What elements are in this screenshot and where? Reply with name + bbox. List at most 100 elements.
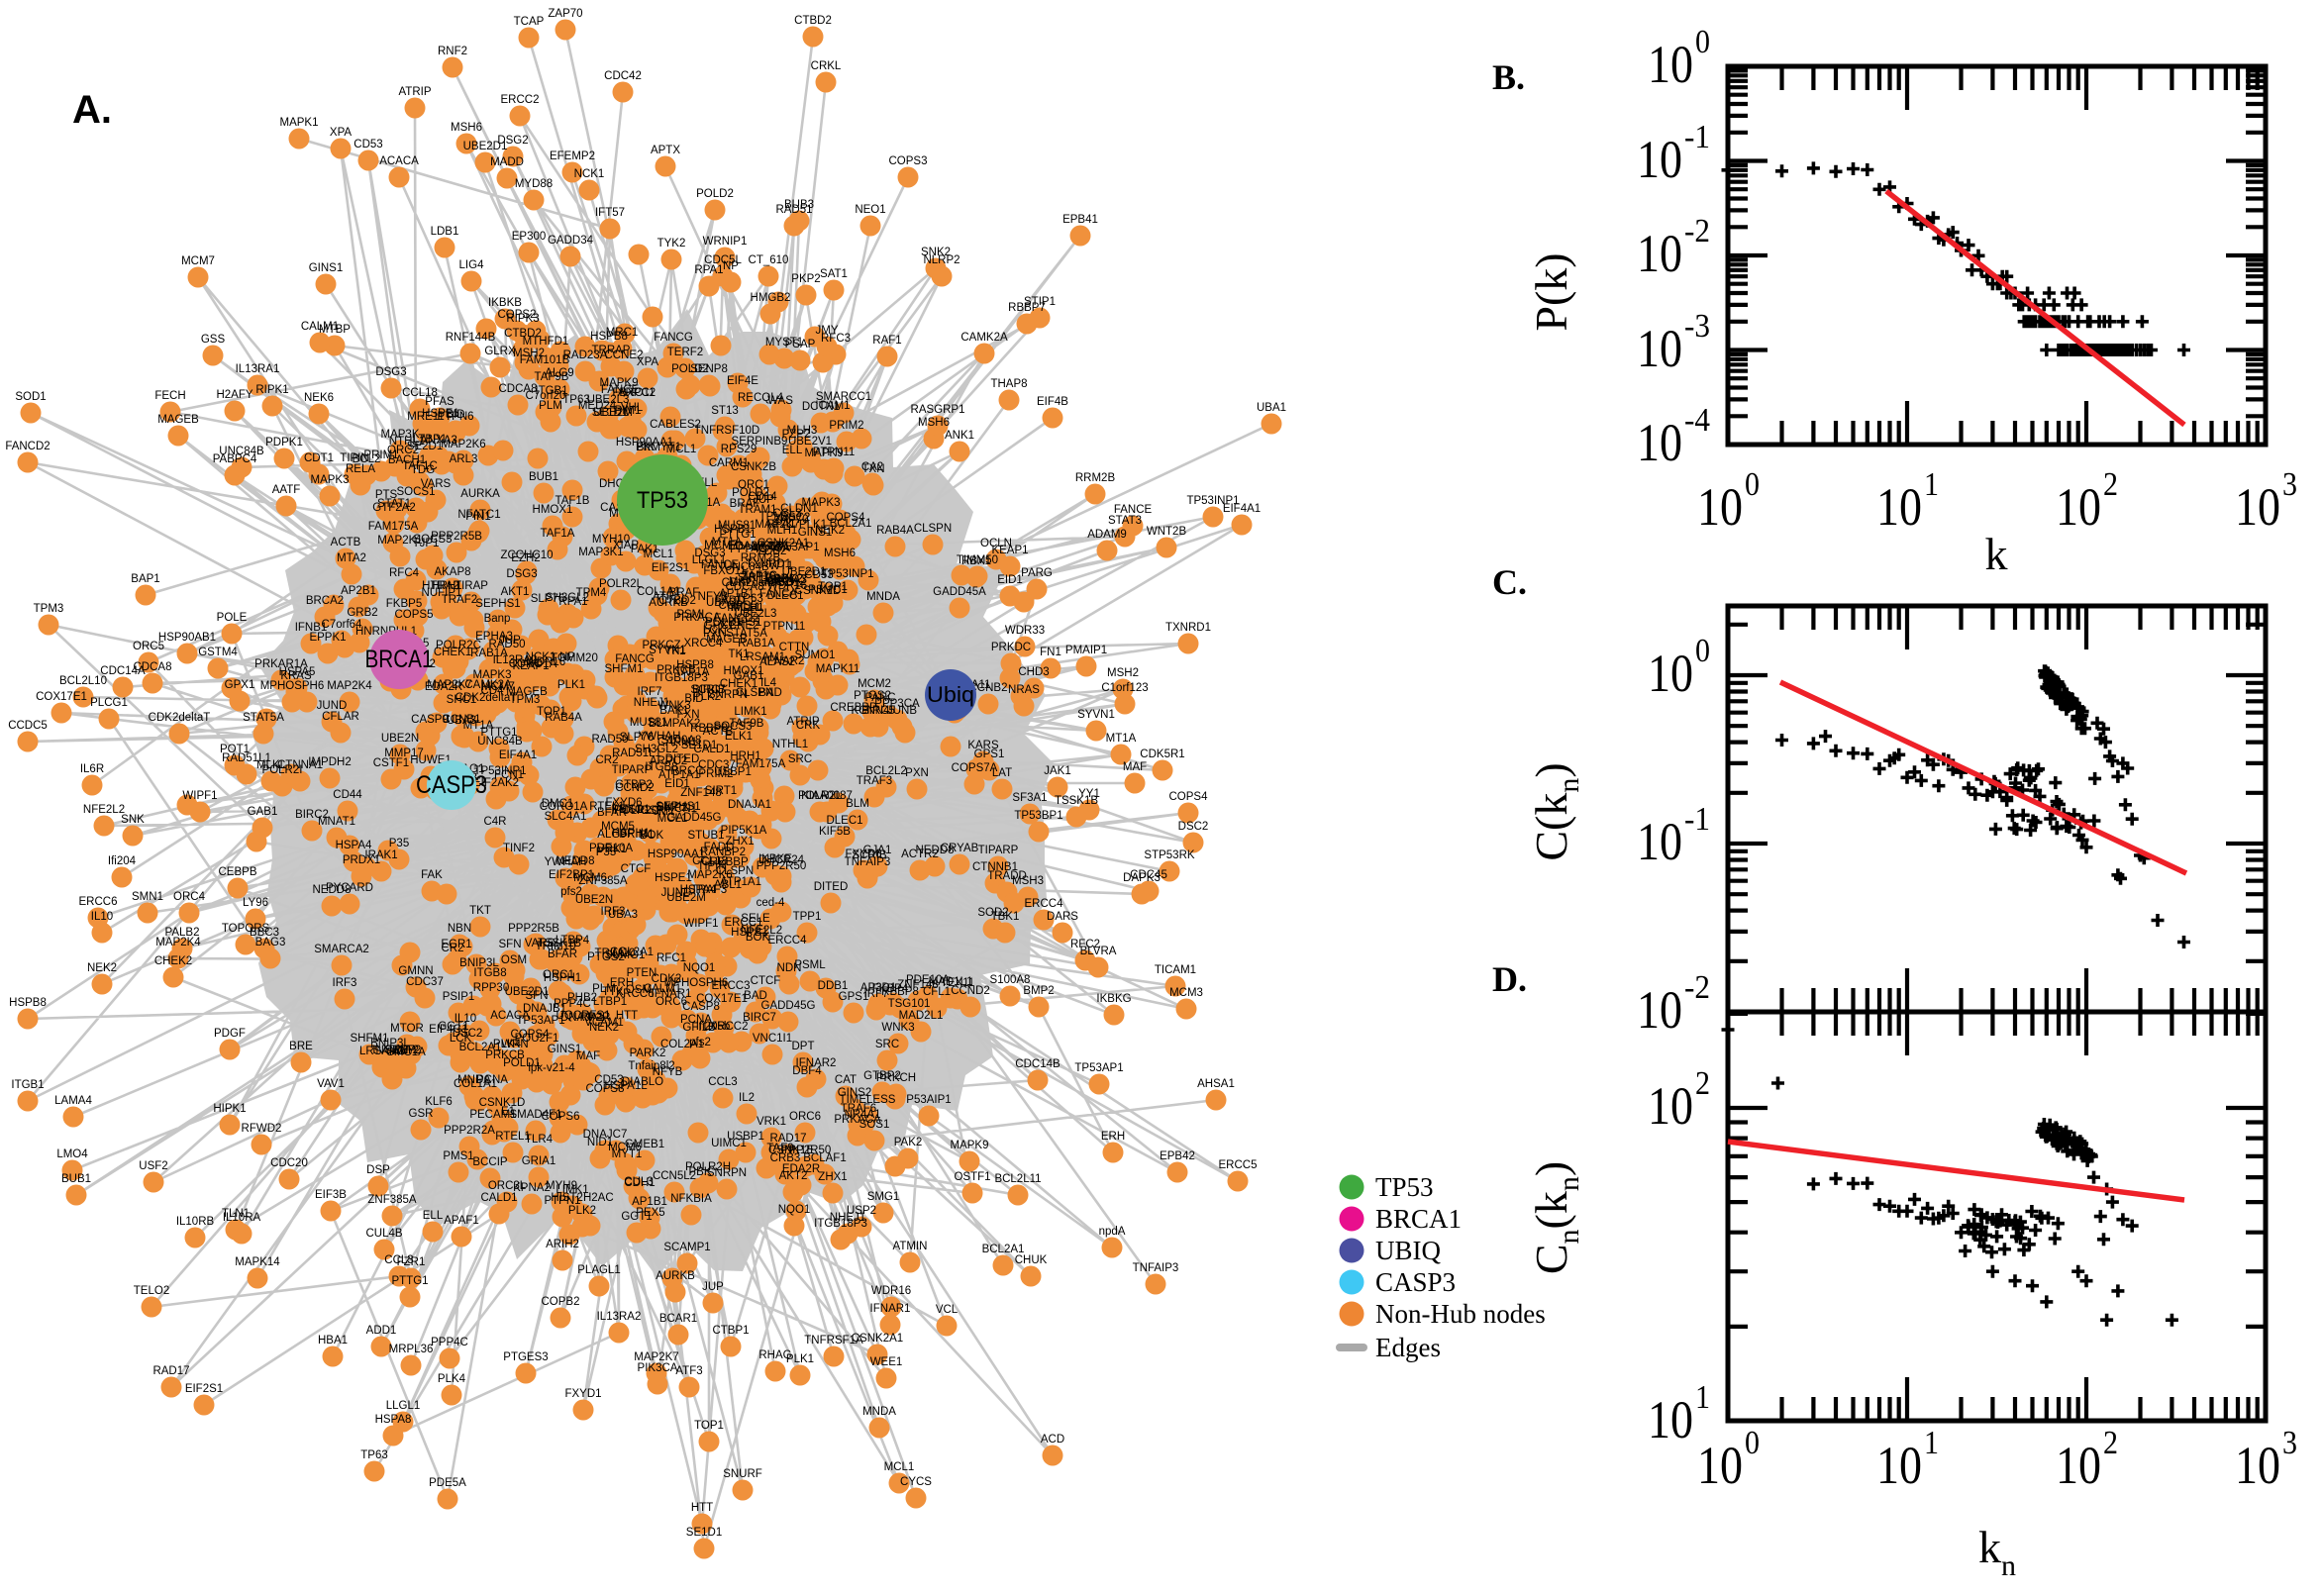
svg-text:NCK1: NCK1 [526,651,556,663]
svg-text:ATRIP: ATRIP [398,86,431,98]
svg-text:FADD: FADD [715,595,746,607]
svg-text:BAP1: BAP1 [131,573,159,585]
svg-text:10: 10 [2056,1436,2101,1495]
svg-text:ATF3: ATF3 [675,1365,702,1377]
svg-text:PTPN11: PTPN11 [813,447,856,458]
svg-text:HMOX1: HMOX1 [724,665,764,677]
svg-text:ALAS2: ALAS2 [759,656,795,668]
svg-text:PIP5K1A: PIP5K1A [721,825,767,837]
svg-text:Non-Hub nodes: Non-Hub nodes [1375,1299,1546,1329]
svg-text:BUB1: BUB1 [529,471,558,483]
svg-text:SNK2: SNK2 [921,247,951,258]
svg-text:GLRX: GLRX [484,346,516,357]
svg-text:TAF9B: TAF9B [730,718,764,730]
svg-text:10: 10 [1648,1390,1693,1449]
svg-text:TSSK1B: TSSK1B [1055,795,1098,807]
svg-text:S100A8: S100A8 [661,735,702,747]
svg-text:CDC5L: CDC5L [704,254,742,266]
svg-text:HRH1: HRH1 [730,750,760,762]
svg-text:FADD: FADD [704,842,735,853]
svg-text:k: k [1985,529,2008,579]
svg-text:FAM175A: FAM175A [736,758,786,770]
svg-text:MAGEB: MAGEB [157,414,199,426]
svg-text:AURKB: AURKB [649,597,688,609]
svg-text:VCL: VCL [936,1304,959,1316]
svg-text:PRIM2: PRIM2 [698,768,733,780]
svg-text:PRIM2: PRIM2 [829,420,863,432]
svg-text:MSH3: MSH3 [1012,875,1044,887]
svg-text:MAPK3: MAPK3 [311,474,350,486]
svg-text:BIRC7: BIRC7 [692,684,726,696]
svg-text:ARPC2: ARPC2 [650,755,687,767]
svg-text:EGR1: EGR1 [441,939,471,950]
svg-text:FANCG: FANCG [615,653,655,665]
svg-text:MCM7: MCM7 [181,255,215,267]
svg-text:LLGL1: LLGL1 [692,554,727,566]
svg-text:ERCC1: ERCC1 [725,917,763,929]
svg-text:GFI1B: GFI1B [682,1022,716,1034]
svg-text:MAP2K4: MAP2K4 [155,937,201,948]
svg-text:LDB2: LDB2 [758,546,787,557]
svg-text:AP3D1: AP3D1 [763,577,799,589]
svg-text:MRC1: MRC1 [606,327,639,339]
svg-text:MAPK14: MAPK14 [235,1256,280,1268]
svg-text:CTBP1: CTBP1 [712,1325,749,1337]
svg-text:npdA: npdA [1099,1226,1126,1238]
svg-text:ZNF148: ZNF148 [680,787,722,799]
svg-text:IKBKB: IKBKB [488,297,522,309]
svg-text:PRKDC: PRKDC [991,642,1031,653]
svg-text:MUS81: MUS81 [718,520,756,532]
svg-text:CCL18: CCL18 [692,855,728,867]
svg-text:0: 0 [1745,466,1760,503]
svg-text:DBF4: DBF4 [792,1065,822,1077]
svg-text:HSPA8: HSPA8 [375,1414,412,1426]
svg-text:AHSA1: AHSA1 [1197,1078,1235,1090]
svg-text:PSAP: PSAP [785,339,816,350]
svg-text:FANCD2: FANCD2 [5,441,50,452]
svg-text:UBA3: UBA3 [608,909,638,921]
svg-text:MCM3: MCM3 [1169,987,1203,999]
svg-text:D.: D. [1492,959,1527,999]
svg-text:WT1: WT1 [769,560,793,572]
svg-text:WNK3: WNK3 [657,700,690,712]
svg-text:SE1D1: SE1D1 [686,1527,722,1539]
svg-text:PAK2: PAK2 [894,1137,923,1148]
svg-text:LTBP4: LTBP4 [556,935,590,947]
svg-text:GSR: GSR [641,805,665,817]
svg-text:EIF4E: EIF4E [727,375,758,387]
svg-text:SIRT1: SIRT1 [705,785,737,797]
svg-text:MYH9: MYH9 [546,1180,577,1192]
svg-text:CDCA8: CDCA8 [134,661,172,673]
svg-text:MCL1: MCL1 [731,602,761,614]
svg-text:GADD45G: GADD45G [761,1000,816,1012]
svg-text:DSC2: DSC2 [780,512,811,524]
svg-text:NFKBIA: NFKBIA [670,1193,712,1205]
svg-text:BCL2L11: BCL2L11 [994,1173,1041,1185]
svg-text:COPS4: COPS4 [827,512,866,524]
svg-text:MAGEB: MAGEB [706,634,748,646]
svg-text:VRK1: VRK1 [597,844,627,855]
svg-text:ANK1: ANK1 [945,430,974,442]
svg-text:10: 10 [1648,644,1693,703]
svg-text:CR2: CR2 [595,754,618,766]
svg-text:MAP2K6: MAP2K6 [687,869,732,881]
svg-text:ERCC5: ERCC5 [1219,1159,1258,1171]
svg-text:RAD50: RAD50 [488,639,525,650]
svg-text:BCL2A1: BCL2A1 [982,1244,1025,1255]
svg-text:BNIP3L: BNIP3L [459,957,499,969]
svg-text:RAD23A: RAD23A [563,349,608,361]
svg-text:Ubiq: Ubiq [927,682,974,707]
svg-text:CDT1: CDT1 [304,452,334,464]
svg-text:EP300: EP300 [512,231,547,243]
svg-text:CDC14B: CDC14B [1015,1058,1060,1070]
svg-text:TIMELESS: TIMELESS [840,1094,896,1106]
svg-text:GGT1: GGT1 [621,1211,652,1223]
svg-text:10: 10 [1648,35,1693,94]
svg-text:EIF2S1: EIF2S1 [185,1383,223,1395]
svg-text:WDR33: WDR33 [1005,625,1045,637]
svg-text:COPS4: COPS4 [1169,791,1209,803]
svg-text:SOS1: SOS1 [859,1119,890,1131]
svg-text:TRIM10: TRIM10 [536,941,576,952]
svg-text:STUB1: STUB1 [687,830,724,842]
svg-text:SRC: SRC [875,1039,899,1050]
